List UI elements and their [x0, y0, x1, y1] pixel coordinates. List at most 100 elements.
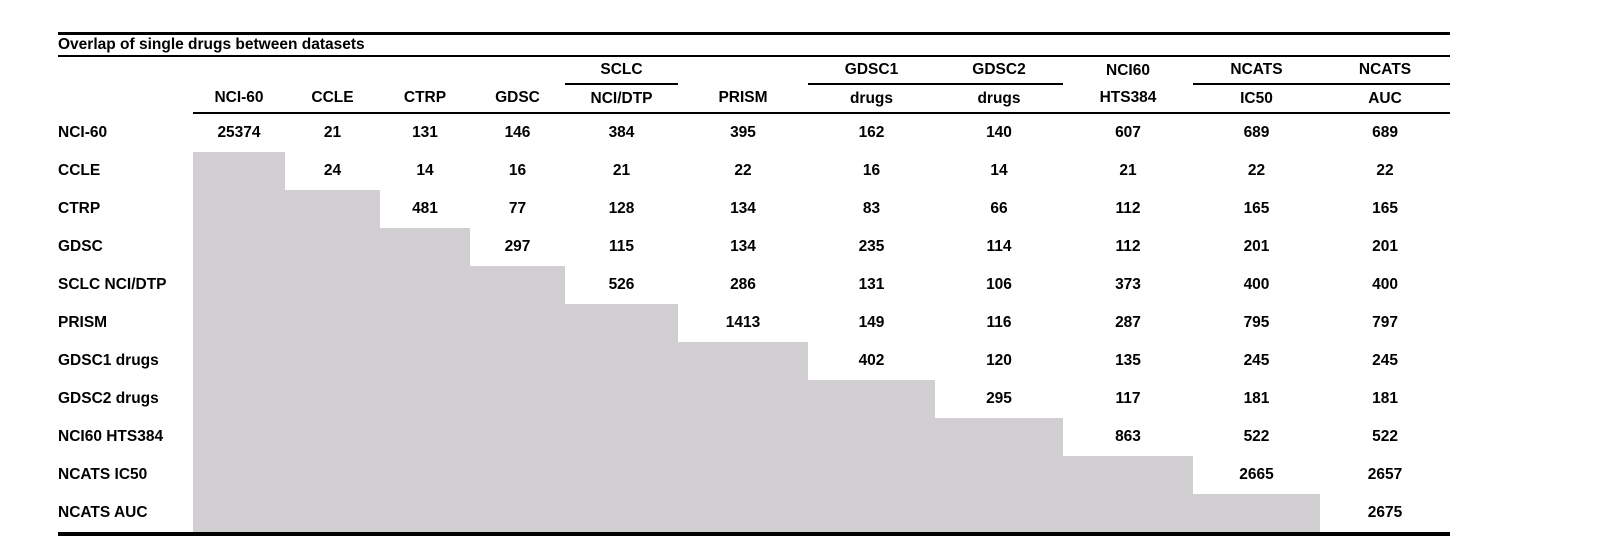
shaded-cell — [678, 418, 808, 456]
matrix-cell: 21 — [612, 162, 631, 180]
shaded-cell — [1193, 494, 1320, 534]
table-row: CTRP 481 77 128 134 83 66 112 165 165 — [58, 190, 1450, 228]
column-group-label — [380, 56, 470, 84]
shaded-cell — [193, 152, 285, 190]
matrix-cell: 120 — [986, 352, 1012, 370]
row-label-column-spacer — [58, 84, 193, 113]
shaded-cell — [565, 380, 678, 418]
shaded-cell — [678, 456, 808, 494]
matrix-cell: 116 — [986, 314, 1012, 332]
matrix-cell: 2675 — [1367, 504, 1403, 522]
matrix-cell: 83 — [862, 200, 881, 218]
matrix-cell: 481 — [412, 200, 438, 218]
matrix-cell: 146 — [504, 124, 531, 142]
column-label: GDSC — [470, 84, 565, 114]
column-label: NCI-60 — [193, 84, 285, 114]
shaded-cell — [380, 304, 470, 342]
column-group-label — [678, 56, 808, 84]
shaded-cell — [285, 342, 380, 380]
matrix-cell: 25374 — [217, 124, 261, 142]
shaded-cell — [808, 456, 935, 494]
row-label: GDSC1 drugs — [58, 352, 159, 370]
column-group-label: NCATS — [1193, 56, 1320, 85]
matrix-cell: 400 — [1372, 276, 1398, 294]
shaded-cell — [193, 190, 285, 228]
shaded-cell — [285, 190, 380, 228]
shaded-cell — [470, 304, 565, 342]
matrix-cell: 201 — [1372, 238, 1398, 256]
matrix-cell: 134 — [730, 238, 756, 256]
matrix-cell: 286 — [730, 276, 756, 294]
matrix-cell: 287 — [1115, 314, 1141, 332]
shaded-cell — [380, 228, 470, 266]
matrix-cell: 149 — [858, 314, 885, 332]
shaded-cell — [193, 494, 285, 534]
matrix-cell: 400 — [1243, 276, 1270, 294]
matrix-cell: 384 — [608, 124, 635, 142]
matrix-cell: 112 — [1115, 200, 1141, 218]
row-label: PRISM — [58, 314, 108, 332]
column-group-label — [193, 56, 285, 84]
shaded-cell — [380, 342, 470, 380]
matrix-cell: 245 — [1372, 352, 1398, 370]
shaded-cell — [808, 380, 935, 418]
table-row: SCLC NCI/DTP 526 286 131 106 373 400 400 — [58, 266, 1450, 304]
column-header-row: NCI-60 CCLE CTRP GDSC NCI/DTP PRISM drugs drugs… — [58, 84, 1451, 114]
shaded-cell — [193, 266, 285, 304]
table-row: NCI60 HTS384 863 522 522 — [58, 418, 1450, 456]
shaded-cell — [935, 494, 1063, 534]
shaded-cell — [285, 266, 380, 304]
shaded-cell — [193, 228, 285, 266]
matrix-cell: 297 — [504, 238, 531, 256]
matrix-cell: 66 — [990, 200, 1008, 218]
matrix-cell: 395 — [730, 124, 756, 142]
shaded-cell — [193, 456, 285, 494]
shaded-cell — [470, 342, 565, 380]
shaded-cell — [935, 418, 1063, 456]
shaded-cell — [470, 266, 565, 304]
matrix-cell: 14 — [990, 162, 1008, 180]
matrix-cell: 522 — [1243, 428, 1270, 446]
table-row: NCATS AUC 2675 — [58, 494, 1450, 534]
shaded-cell — [565, 418, 678, 456]
shaded-cell — [380, 456, 470, 494]
matrix-cell: 128 — [608, 200, 635, 218]
shaded-cell — [470, 380, 565, 418]
shaded-cell — [678, 342, 808, 380]
matrix-cell: 797 — [1372, 314, 1398, 332]
shaded-cell — [193, 380, 285, 418]
shaded-cell — [285, 494, 380, 534]
row-label: GDSC2 drugs — [58, 390, 159, 408]
shaded-cell — [285, 456, 380, 494]
matrix-cell: 22 — [1247, 162, 1266, 180]
matrix-cell: 689 — [1372, 124, 1398, 142]
matrix-cell: 114 — [986, 238, 1012, 256]
shaded-cell — [285, 418, 380, 456]
table-row: GDSC1 drugs 402 120 135 245 245 — [58, 342, 1450, 380]
matrix-cell: 16 — [862, 162, 881, 180]
shaded-cell — [1063, 456, 1193, 494]
matrix-cell: 201 — [1243, 238, 1270, 256]
table-row: PRISM 1413 149 116 287 795 797 — [58, 304, 1450, 342]
table-row: CCLE 24 14 16 21 22 16 14 21 22 22 — [58, 152, 1450, 190]
column-label: drugs — [935, 84, 1063, 114]
column-label: CCLE — [285, 84, 380, 114]
shaded-cell — [285, 228, 380, 266]
matrix-cell: 607 — [1115, 124, 1141, 142]
column-group-label: GDSC2 — [935, 56, 1063, 85]
shaded-cell — [470, 456, 565, 494]
matrix-cell: 22 — [1376, 162, 1394, 180]
table-body: NCI-60 25374 21 131 146 384 395 162 140 607 689 689… — [58, 113, 1450, 534]
shaded-cell — [380, 266, 470, 304]
matrix-cell: 402 — [858, 352, 885, 370]
matrix-cell: 235 — [858, 238, 885, 256]
row-label: NCI60 HTS384 — [58, 428, 164, 446]
shaded-cell — [565, 456, 678, 494]
matrix-cell: 106 — [986, 276, 1012, 294]
shaded-cell — [808, 494, 935, 534]
matrix-cell: 181 — [1243, 390, 1270, 408]
matrix-cell: 131 — [412, 124, 438, 142]
matrix-cell: 2657 — [1367, 466, 1403, 484]
row-label: CCLE — [58, 162, 101, 180]
column-label: CTRP — [380, 84, 470, 114]
